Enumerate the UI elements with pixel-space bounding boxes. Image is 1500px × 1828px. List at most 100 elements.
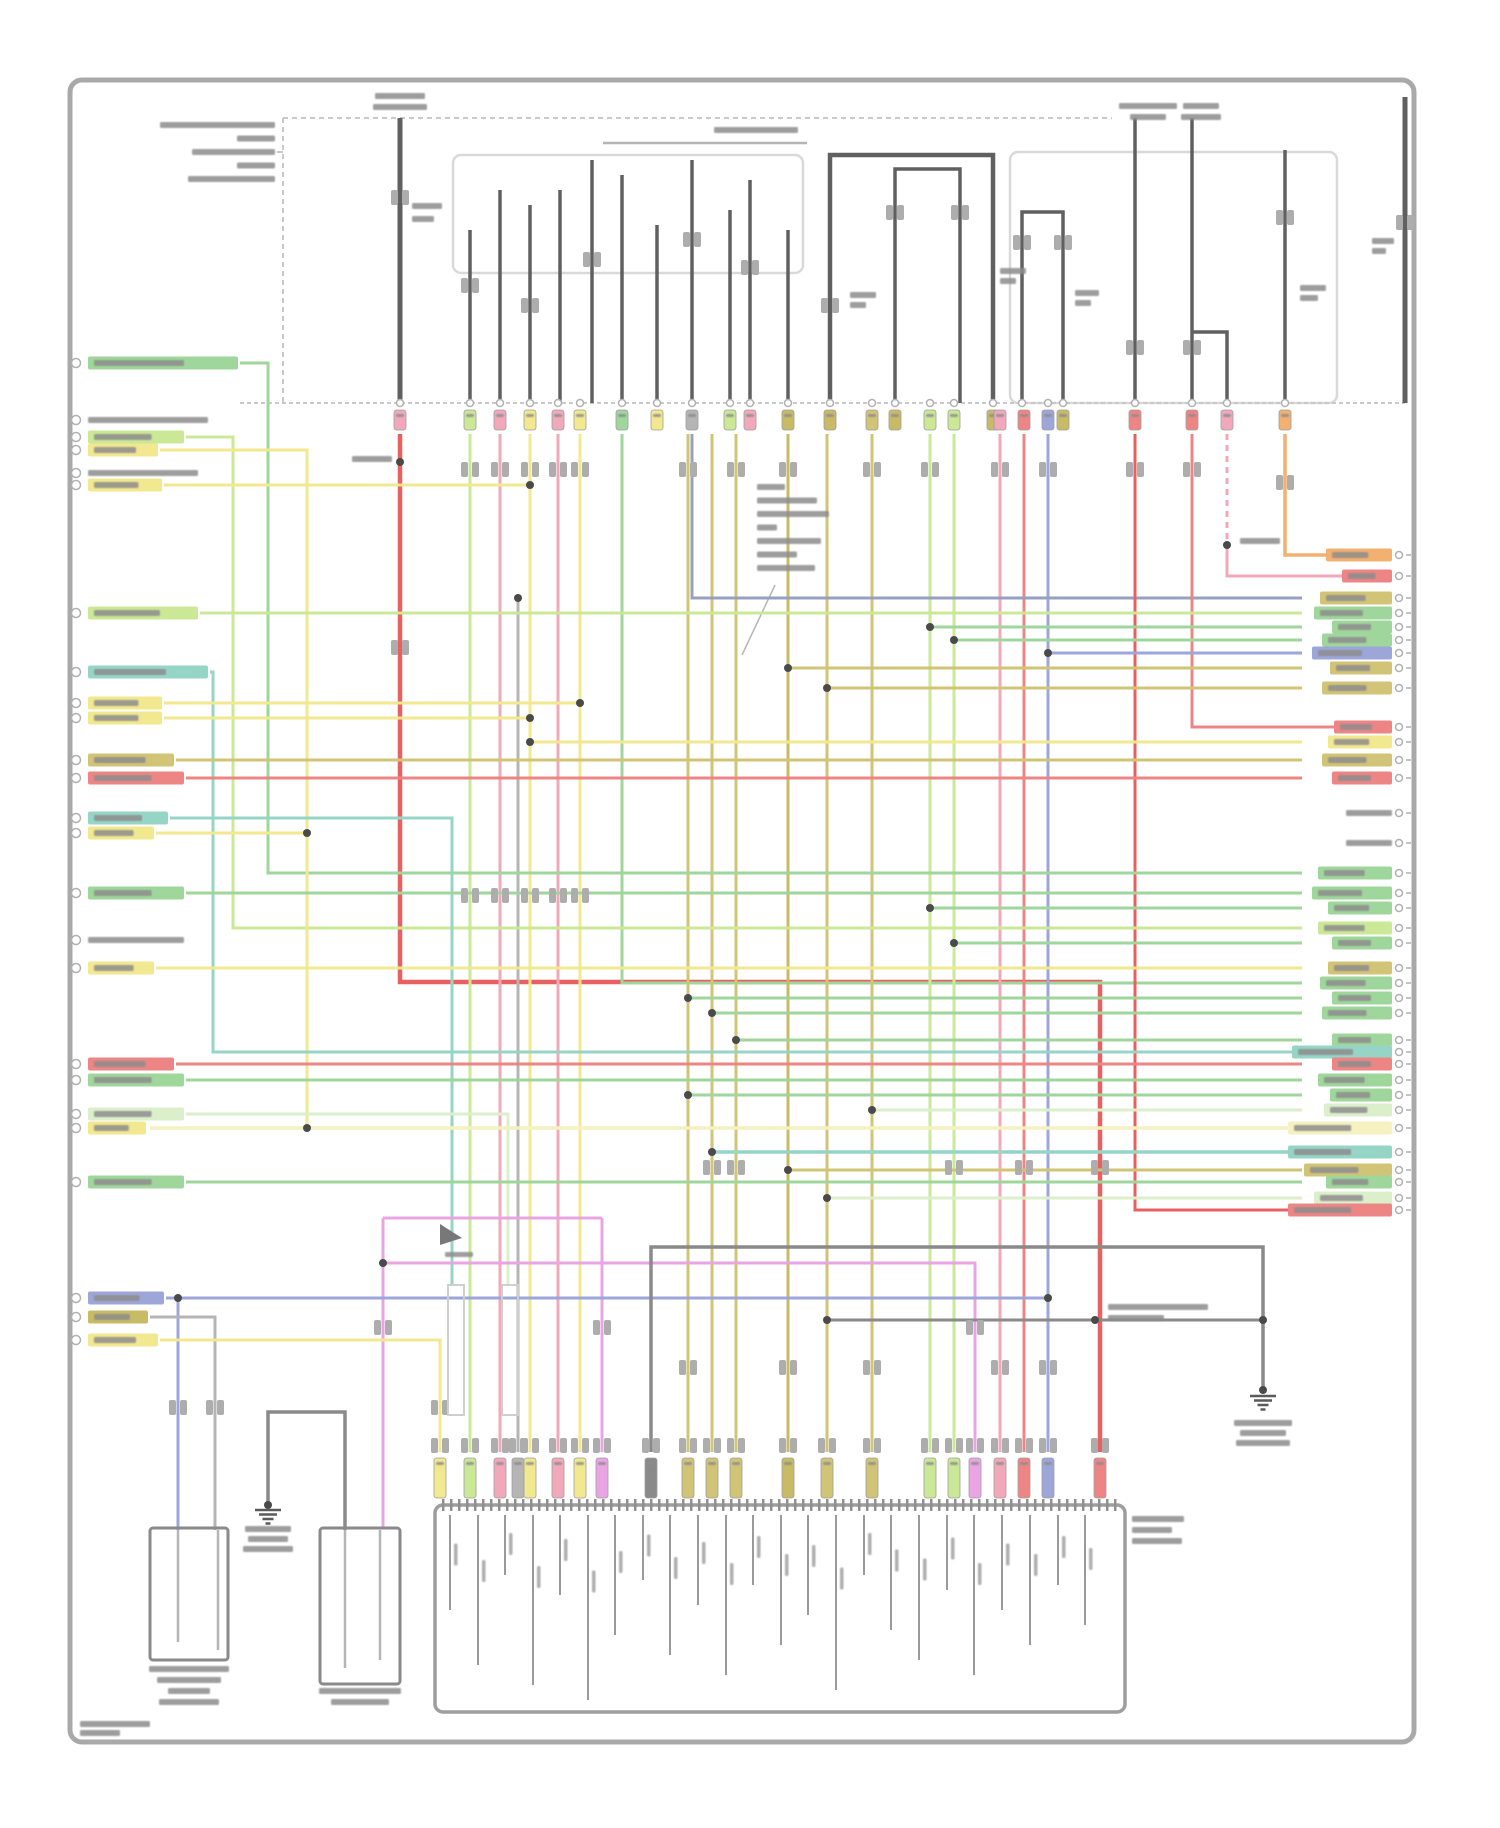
wire <box>240 361 1302 875</box>
top-left-annotation <box>237 135 275 142</box>
pin-label-blur <box>785 1554 789 1576</box>
junction-dot <box>950 636 958 644</box>
pin-tick <box>70 1074 82 1086</box>
label-text-blur <box>926 1462 934 1465</box>
module-pin <box>530 1499 533 1511</box>
label-text-blur <box>950 1462 958 1465</box>
wire-connector-block <box>551 409 565 431</box>
label-text-blur <box>1326 595 1366 601</box>
pin-label-blur <box>840 1567 844 1590</box>
module-pin <box>618 1499 621 1511</box>
wire <box>186 1112 510 1285</box>
module-pin <box>1050 1499 1053 1511</box>
connector-mark <box>694 232 701 247</box>
module-pin <box>890 1499 893 1511</box>
pin-tick <box>1394 808 1404 818</box>
fuse-block-outline-right <box>1008 150 1339 405</box>
left-row-header <box>88 470 198 476</box>
pin-tick <box>70 934 82 946</box>
junction-dot <box>784 1166 792 1174</box>
connector-mark <box>1276 475 1283 490</box>
connector-mark <box>472 278 479 293</box>
connector-mark <box>461 462 468 477</box>
connector-mark <box>752 260 759 275</box>
module-pin <box>1058 1499 1061 1511</box>
module-pin <box>994 1499 997 1511</box>
junction-dot <box>303 829 311 837</box>
label-text-blur <box>526 1462 534 1465</box>
wire-connector-block <box>729 1457 743 1499</box>
connector-mark <box>966 1438 973 1453</box>
wire-connector-block <box>681 1457 695 1499</box>
pin-tick <box>553 398 563 408</box>
pin-tick <box>70 414 82 426</box>
label-text-blur <box>708 1462 716 1465</box>
label-text-blur <box>732 1462 740 1465</box>
module-name-label <box>1132 1516 1184 1522</box>
pin-tick <box>1280 398 1290 408</box>
connector-mark <box>593 1438 600 1453</box>
label-text-blur <box>94 434 152 440</box>
label-text-blur <box>684 1462 692 1465</box>
ground-label <box>248 1536 288 1542</box>
connector-mark <box>679 1438 686 1453</box>
connector-mark <box>818 1438 825 1453</box>
pin-label-blur <box>509 1533 513 1555</box>
connector-mark <box>738 462 745 477</box>
component-box-mid <box>318 1526 402 1686</box>
label-text-blur <box>436 1462 444 1465</box>
junction-dot <box>684 1091 692 1099</box>
connector-mark <box>945 1438 952 1453</box>
label-text-blur <box>950 414 958 417</box>
junction-dot <box>784 664 792 672</box>
pin-tick <box>525 398 535 408</box>
connector-mark <box>1013 235 1020 250</box>
wire <box>690 434 1302 600</box>
label-text-blur <box>618 414 626 417</box>
module-pin <box>1114 1499 1117 1511</box>
splice-label <box>352 456 392 462</box>
pin-tick <box>1394 1075 1404 1085</box>
connector-mark <box>966 1320 973 1335</box>
component-annotation <box>757 497 817 504</box>
module-pin <box>842 1499 845 1511</box>
junction-dot <box>526 738 534 746</box>
page-caption <box>80 1721 150 1727</box>
label-text-blur <box>1338 775 1371 781</box>
label-text-blur <box>868 414 876 417</box>
connector-mark <box>1091 1160 1098 1175</box>
label-text-blur <box>1131 414 1139 417</box>
label-text-blur <box>598 1462 606 1465</box>
connector-mark <box>829 1438 836 1453</box>
label-text-blur <box>94 1179 152 1185</box>
module-pin <box>490 1499 493 1511</box>
module-pin <box>514 1499 517 1511</box>
label-text-blur <box>647 1462 655 1465</box>
pin-tick <box>70 357 82 369</box>
wire-connector-block <box>463 409 477 431</box>
sensor-box <box>447 1284 465 1416</box>
label-text-blur <box>466 1462 474 1465</box>
ground-label <box>1240 1430 1286 1436</box>
ground-label <box>1234 1420 1292 1426</box>
label-text-blur <box>1330 1107 1368 1113</box>
connector-mark <box>593 1320 600 1335</box>
fuse-label <box>1075 300 1091 306</box>
fuse-label <box>1000 278 1016 284</box>
pin-tick <box>395 398 405 408</box>
connector-mark <box>402 640 409 655</box>
module-pin <box>642 1499 645 1511</box>
module-pin <box>482 1499 485 1511</box>
label-text-blur <box>1310 1167 1359 1173</box>
connector-mark <box>502 1438 509 1453</box>
module-pin <box>1034 1499 1037 1511</box>
pin-label-blur <box>537 1566 541 1588</box>
pin-tick <box>70 1108 82 1120</box>
module-pin <box>826 1499 829 1511</box>
pin-label-blur <box>868 1533 872 1555</box>
wire <box>1190 434 1334 729</box>
connector-mark <box>653 1438 660 1453</box>
label-text-blur <box>94 1077 152 1083</box>
wire-connector-block <box>1278 409 1292 431</box>
